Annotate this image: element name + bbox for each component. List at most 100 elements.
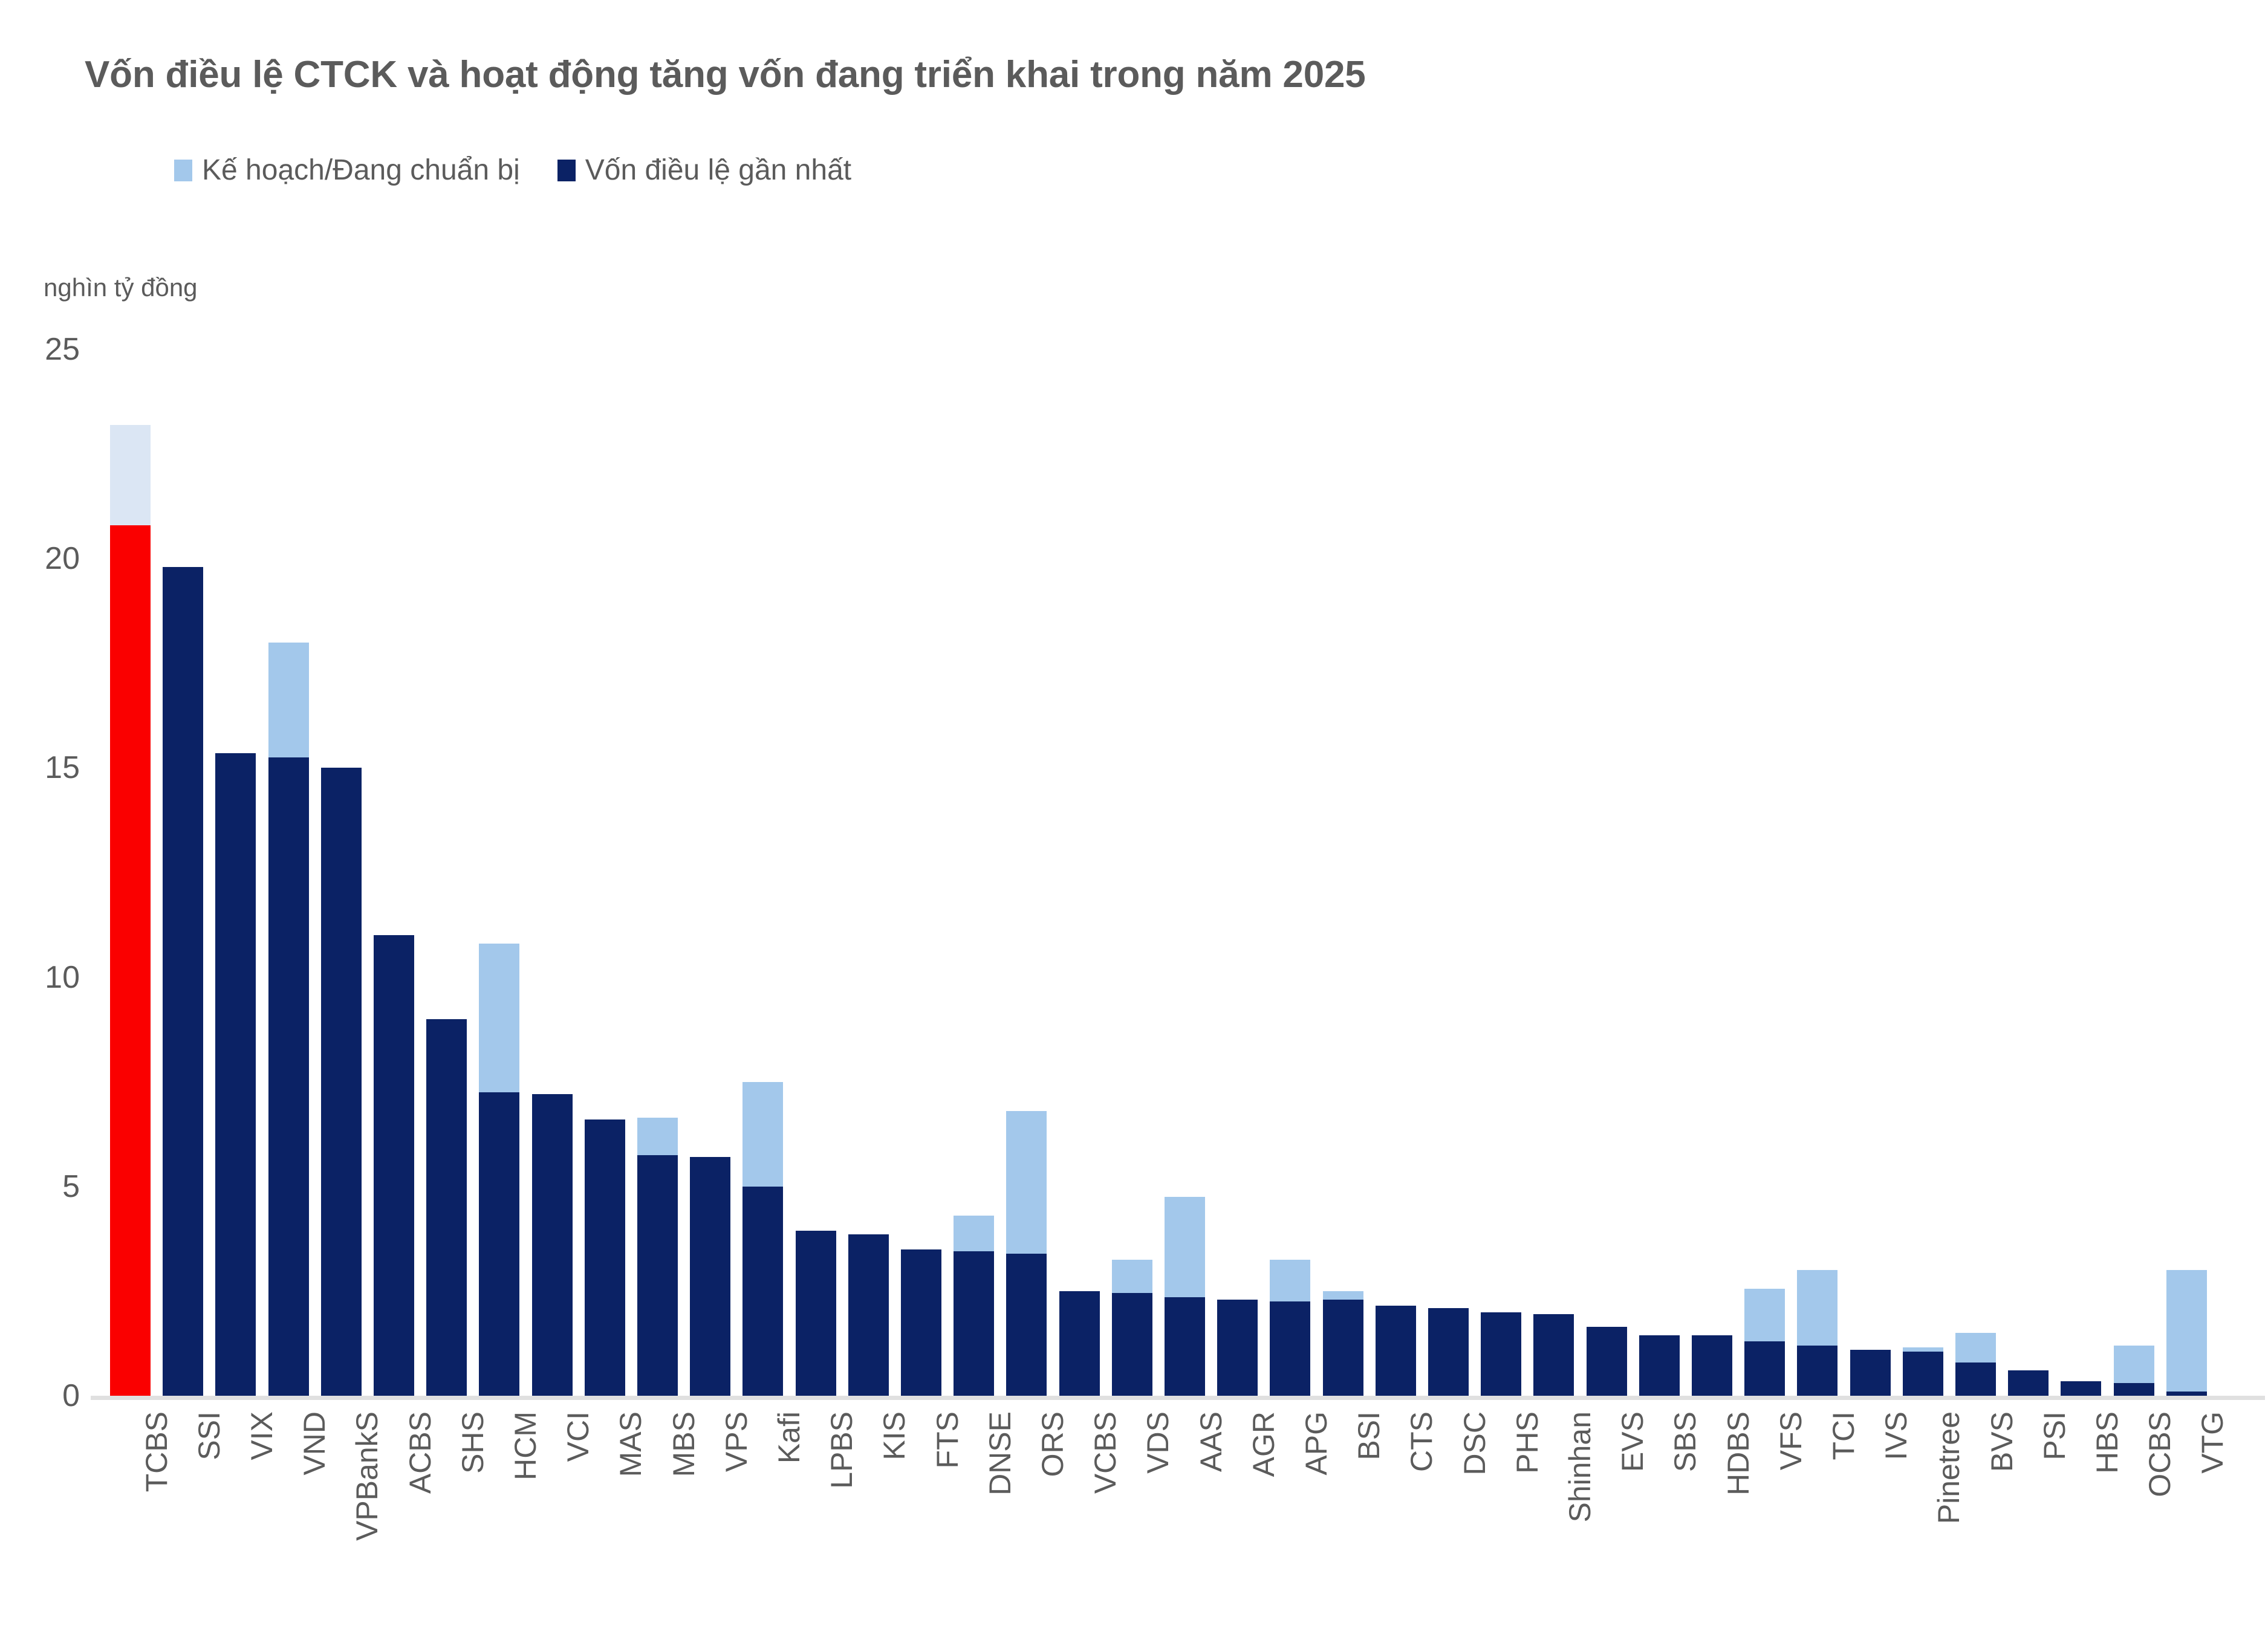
- bar-group[interactable]: [1955, 1333, 1996, 1396]
- legend-item-actual[interactable]: Vốn điều lệ gần nhất: [557, 156, 851, 185]
- bar-segment-actual[interactable]: [1586, 1326, 1627, 1396]
- bar-group[interactable]: [2008, 1370, 2049, 1396]
- bar-group[interactable]: [531, 1094, 573, 1396]
- bar-group[interactable]: [268, 642, 309, 1396]
- bar-segment-actual[interactable]: [742, 1186, 784, 1396]
- bar-segment-actual[interactable]: [1797, 1345, 1838, 1396]
- bar-segment-actual[interactable]: [690, 1157, 731, 1396]
- bar-group[interactable]: [1639, 1335, 1680, 1396]
- bar-group[interactable]: [1481, 1312, 1522, 1396]
- bar-group[interactable]: [1322, 1291, 1363, 1396]
- bar-segment-actual[interactable]: [1375, 1306, 1416, 1396]
- bar-segment-actual[interactable]: [268, 757, 309, 1396]
- bar-segment-actual[interactable]: [1428, 1307, 1469, 1396]
- bar-segment-actual[interactable]: [1217, 1299, 1258, 1396]
- bar-group[interactable]: [163, 567, 204, 1396]
- bar-group[interactable]: [110, 424, 151, 1396]
- bar-segment-actual[interactable]: [901, 1249, 941, 1396]
- bar-segment-actual[interactable]: [426, 1019, 467, 1396]
- legend-swatch-plan-icon: [174, 160, 192, 181]
- bar-segment-plan[interactable]: [110, 424, 151, 525]
- bar-segment-actual[interactable]: [1744, 1341, 1785, 1396]
- bar-segment-plan[interactable]: [1955, 1333, 1996, 1362]
- bar-group[interactable]: [742, 1081, 784, 1396]
- bar-segment-actual[interactable]: [1059, 1291, 1100, 1396]
- bar-group[interactable]: [1428, 1307, 1469, 1396]
- bar-group[interactable]: [848, 1234, 889, 1396]
- bar-segment-actual[interactable]: [1902, 1352, 1943, 1396]
- bar-segment-actual[interactable]: [1850, 1349, 1891, 1396]
- bar-segment-actual[interactable]: [163, 567, 204, 1396]
- bar-group[interactable]: [1902, 1347, 1943, 1396]
- bar-segment-actual[interactable]: [848, 1234, 889, 1396]
- bar-segment-plan[interactable]: [1270, 1259, 1311, 1302]
- bar-segment-plan[interactable]: [954, 1216, 995, 1252]
- bar-segment-plan[interactable]: [2113, 1345, 2154, 1384]
- bar-segment-actual[interactable]: [1481, 1312, 1522, 1396]
- bar-segment-plan[interactable]: [1797, 1270, 1838, 1346]
- bar-segment-actual[interactable]: [1533, 1314, 1574, 1396]
- bar-segment-actual[interactable]: [1639, 1335, 1680, 1396]
- bar-group[interactable]: [1111, 1259, 1152, 1396]
- bar-segment-plan[interactable]: [479, 944, 520, 1093]
- bar-segment-actual[interactable]: [320, 768, 362, 1396]
- bar-group[interactable]: [426, 1019, 467, 1396]
- bar-segment-plan[interactable]: [1006, 1111, 1047, 1254]
- bar-segment-actual[interactable]: [795, 1230, 836, 1396]
- bar-group[interactable]: [1217, 1299, 1258, 1396]
- bar-segment-plan[interactable]: [1165, 1197, 1205, 1298]
- bar-group[interactable]: [374, 935, 414, 1396]
- bar-group[interactable]: [637, 1117, 678, 1396]
- bar-segment-plan[interactable]: [1902, 1347, 1943, 1352]
- bar-segment-actual[interactable]: [531, 1094, 573, 1396]
- bar-group[interactable]: [954, 1216, 995, 1396]
- bar-segment-plan[interactable]: [2166, 1270, 2207, 1392]
- bar-group[interactable]: [1692, 1335, 1732, 1396]
- bar-segment-actual[interactable]: [1165, 1297, 1205, 1396]
- bar-group[interactable]: [690, 1157, 731, 1396]
- legend-item-plan[interactable]: Kế hoạch/Đang chuẩn bị: [174, 156, 520, 185]
- bar-group[interactable]: [901, 1249, 941, 1396]
- bar-segment-actual[interactable]: [2166, 1392, 2207, 1396]
- bar-segment-actual[interactable]: [374, 935, 414, 1396]
- bar-segment-actual[interactable]: [1322, 1299, 1363, 1396]
- bar-segment-actual[interactable]: [1955, 1362, 1996, 1396]
- bar-group[interactable]: [2061, 1381, 2102, 1396]
- bar-segment-actual[interactable]: [110, 525, 151, 1396]
- bar-group[interactable]: [795, 1230, 836, 1396]
- bar-segment-actual[interactable]: [584, 1119, 625, 1396]
- bar-segment-actual[interactable]: [1692, 1335, 1732, 1396]
- bar-group[interactable]: [215, 753, 256, 1396]
- bar-group[interactable]: [1744, 1289, 1785, 1396]
- bar-segment-actual[interactable]: [2113, 1383, 2154, 1396]
- bar-group[interactable]: [2113, 1345, 2154, 1396]
- bar-group[interactable]: [1270, 1259, 1311, 1396]
- bar-group[interactable]: [1165, 1197, 1205, 1396]
- bar-segment-actual[interactable]: [1006, 1253, 1047, 1396]
- bar-group[interactable]: [479, 944, 520, 1396]
- bar-segment-actual[interactable]: [215, 753, 256, 1396]
- bar-group[interactable]: [2166, 1270, 2207, 1396]
- bar-segment-actual[interactable]: [637, 1155, 678, 1396]
- bar-group[interactable]: [1797, 1270, 1838, 1396]
- bar-segment-plan[interactable]: [1744, 1289, 1785, 1341]
- bar-group[interactable]: [1375, 1306, 1416, 1396]
- bar-segment-plan[interactable]: [742, 1081, 784, 1187]
- bar-segment-actual[interactable]: [2061, 1381, 2102, 1396]
- bar-segment-actual[interactable]: [954, 1251, 995, 1396]
- bar-segment-plan[interactable]: [637, 1117, 678, 1155]
- bar-segment-plan[interactable]: [1322, 1291, 1363, 1300]
- bar-group[interactable]: [584, 1119, 625, 1396]
- bar-segment-actual[interactable]: [2008, 1370, 2049, 1396]
- bar-segment-plan[interactable]: [268, 642, 309, 758]
- bar-group[interactable]: [1533, 1314, 1574, 1396]
- bar-group[interactable]: [1006, 1111, 1047, 1396]
- bar-segment-plan[interactable]: [1111, 1259, 1152, 1294]
- bar-segment-actual[interactable]: [1111, 1293, 1152, 1396]
- bar-segment-actual[interactable]: [1270, 1301, 1311, 1396]
- bar-group[interactable]: [1850, 1349, 1891, 1396]
- bar-group[interactable]: [1059, 1291, 1100, 1396]
- bar-group[interactable]: [1586, 1326, 1627, 1396]
- bar-segment-actual[interactable]: [479, 1092, 520, 1396]
- bar-group[interactable]: [320, 768, 362, 1396]
